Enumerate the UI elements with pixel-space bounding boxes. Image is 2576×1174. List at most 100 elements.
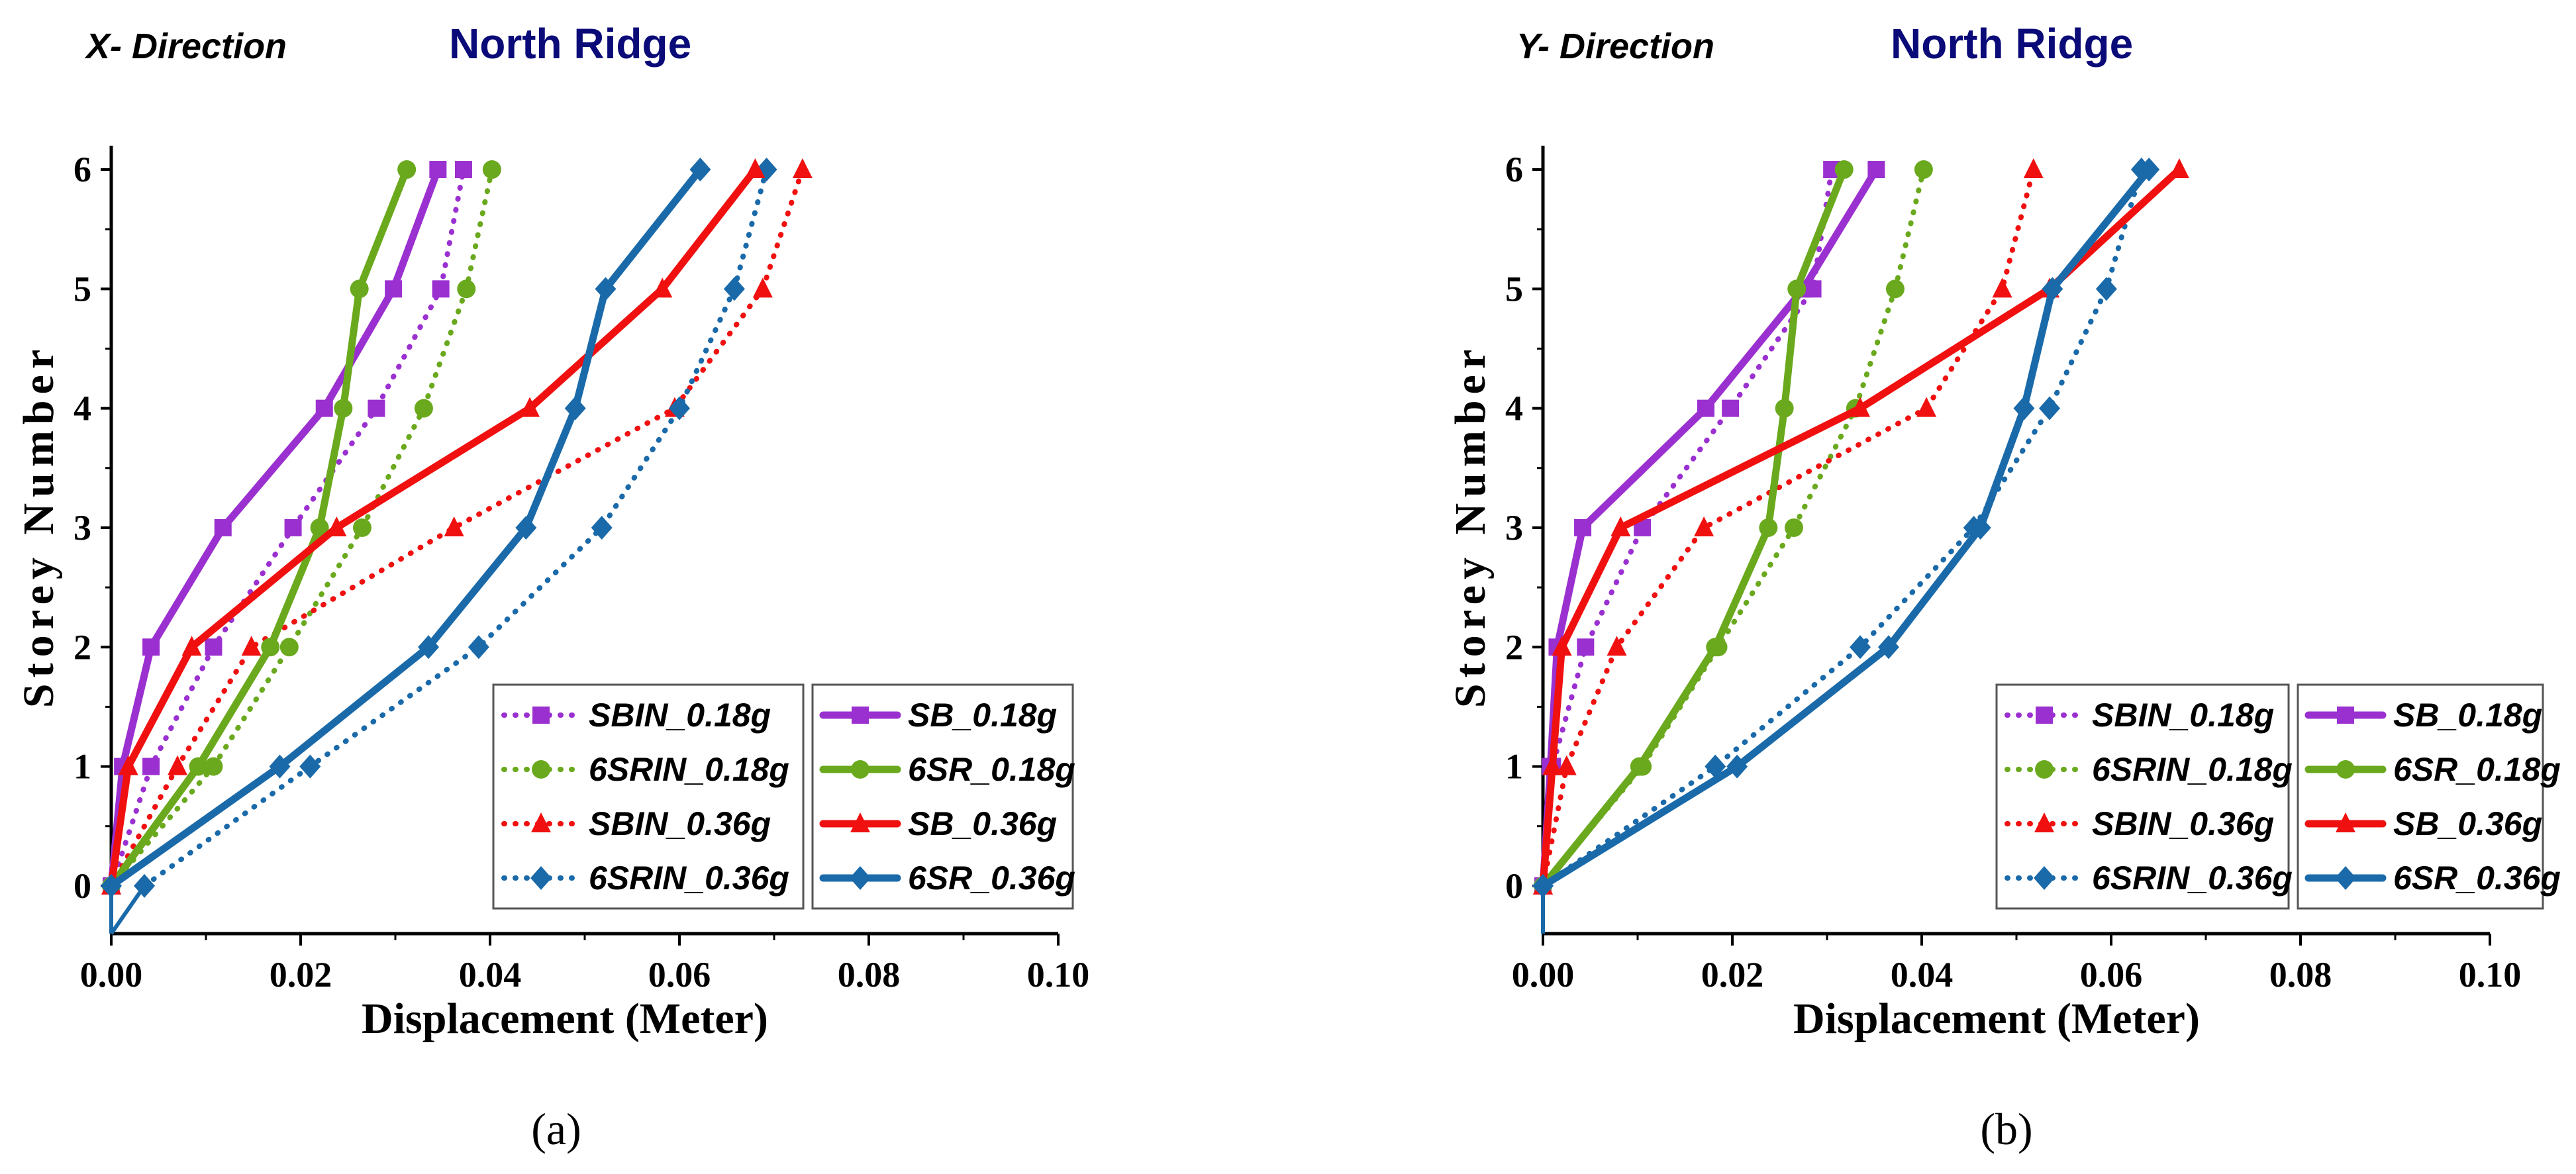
diamond-marker: [723, 277, 745, 301]
triangle-marker: [1607, 636, 1627, 656]
circle-marker: [310, 518, 329, 537]
x-tick-label: 0.08: [2269, 955, 2332, 995]
square-marker: [1574, 518, 1592, 536]
y-tick-label: 6: [74, 150, 91, 189]
triangle-marker: [1552, 636, 1572, 656]
square-marker: [315, 399, 333, 417]
square-marker: [429, 161, 447, 179]
circle-marker: [851, 760, 869, 779]
square-marker: [454, 161, 472, 179]
triangle-marker: [2336, 812, 2355, 832]
legend-label: SBIN_0.18g: [589, 697, 771, 734]
circle-marker: [1914, 160, 1933, 179]
series-sbin-0-36g: [1533, 158, 2044, 934]
x-tick-label: 0.02: [1701, 955, 1764, 995]
direction-label: Y- Direction: [1516, 26, 1714, 66]
series-line: [107, 166, 442, 890]
triangle-marker: [168, 755, 188, 775]
legend-label: SB_0.18g: [2393, 697, 2542, 734]
circle-marker: [2035, 760, 2054, 779]
diamond-marker: [2138, 158, 2160, 182]
triangle-marker: [118, 755, 138, 775]
triangle-marker: [1916, 397, 1937, 417]
square-marker: [284, 518, 302, 536]
square-marker: [385, 280, 403, 298]
diamond-marker: [1969, 515, 1991, 540]
diamond-marker: [2013, 396, 2035, 420]
series-tail: [109, 885, 146, 935]
diamond-marker: [2335, 866, 2356, 890]
legend-label: 6SR_0.36g: [2393, 859, 2561, 897]
legend-label: SB_0.36g: [908, 805, 1057, 842]
diamond-marker: [299, 754, 321, 779]
triangle-marker: [531, 812, 551, 832]
circle-marker: [350, 279, 369, 299]
legend-label: 6SRIN_0.18g: [2092, 751, 2293, 788]
y-tick-label: 1: [1505, 747, 1523, 787]
y-tick-label: 2: [74, 627, 91, 667]
diamond-marker: [1850, 635, 1871, 660]
square-marker: [532, 707, 550, 724]
triangle-marker: [745, 158, 766, 179]
y-tick-label: 5: [1505, 269, 1523, 309]
chart-panel-a: X- Direction North Ridge 0 1 2 3 4 5 6 0.00 0.02 0.…: [15, 20, 1089, 1154]
diamond-marker: [1726, 754, 1748, 779]
x-tick-label: 0.10: [1027, 955, 1090, 995]
y-tick-label: 4: [74, 389, 91, 428]
triangle-marker: [181, 636, 202, 656]
triangle-marker: [1610, 516, 1631, 536]
triangle-marker: [520, 397, 540, 417]
panel-caption: (b): [1980, 1104, 2032, 1154]
x-tick-label: 0.10: [2459, 955, 2522, 995]
x-axis-label: Displacement (Meter): [1793, 995, 2200, 1043]
diamond-marker: [134, 873, 156, 898]
legend-label: SB_0.36g: [2393, 805, 2542, 842]
y-tick-label: 6: [1505, 150, 1523, 189]
square-marker: [214, 518, 232, 536]
circle-marker: [1630, 757, 1649, 776]
square-marker: [1867, 161, 1885, 179]
circle-marker: [189, 757, 208, 776]
legend-box-solid: [2297, 683, 2544, 910]
circle-marker: [2336, 760, 2355, 779]
triangle-marker: [326, 516, 347, 536]
square-marker: [205, 638, 223, 656]
square-marker: [2036, 707, 2053, 724]
square-marker: [368, 399, 385, 417]
triangle-marker: [792, 158, 813, 179]
diamond-marker: [269, 754, 291, 779]
diamond-marker: [689, 158, 711, 182]
series-6sr-0-36g: [101, 158, 711, 934]
square-marker: [142, 638, 160, 656]
series-line: [1539, 166, 1880, 890]
x-tick-label: 0.02: [270, 955, 332, 995]
legend-label: SBIN_0.36g: [2092, 805, 2274, 842]
square-marker: [1577, 638, 1595, 656]
location-title: North Ridge: [1891, 20, 2133, 68]
y-tick-label: 3: [1505, 508, 1523, 548]
circle-marker: [532, 760, 550, 779]
diamond-marker: [2095, 277, 2117, 301]
x-axis-label: Displacement (Meter): [362, 995, 768, 1043]
square-marker: [432, 280, 450, 298]
triangle-marker: [444, 516, 464, 536]
y-tick-label: 1: [74, 747, 91, 787]
triangle-marker: [2169, 158, 2189, 179]
triangle-marker: [241, 636, 262, 656]
circle-marker: [352, 518, 372, 537]
circle-marker: [1784, 518, 1803, 537]
diamond-marker: [101, 873, 122, 898]
circle-marker: [1787, 279, 1807, 299]
diamond-marker: [1532, 873, 1554, 898]
y-tick-label: 5: [74, 269, 91, 309]
legend-label: 6SR_0.18g: [2393, 751, 2561, 788]
diamond-marker: [564, 396, 586, 420]
triangle-marker: [850, 812, 870, 832]
square-marker: [2337, 707, 2354, 724]
y-tick-label: 4: [1505, 389, 1523, 428]
circle-marker: [1834, 160, 1854, 179]
legend-label: SBIN_0.18g: [2092, 697, 2274, 734]
square-marker: [1722, 399, 1740, 417]
triangle-marker: [2034, 812, 2054, 832]
circle-marker: [1706, 638, 1725, 657]
